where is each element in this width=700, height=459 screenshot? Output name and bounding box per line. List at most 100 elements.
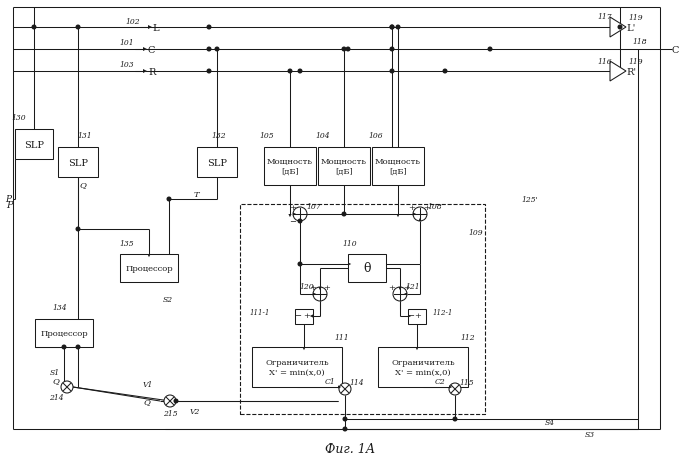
Polygon shape xyxy=(396,214,400,218)
Text: L: L xyxy=(153,23,160,33)
Circle shape xyxy=(390,48,394,52)
Text: SLP: SLP xyxy=(24,140,44,149)
Polygon shape xyxy=(313,293,316,296)
Bar xyxy=(378,347,468,387)
Text: 116: 116 xyxy=(598,58,612,66)
Bar xyxy=(252,347,342,387)
Text: 103: 103 xyxy=(120,61,134,69)
Text: Фиг. 1А: Фиг. 1А xyxy=(325,442,375,455)
Text: 120: 120 xyxy=(300,282,314,291)
Circle shape xyxy=(32,26,36,30)
Text: 104: 104 xyxy=(316,132,330,140)
Circle shape xyxy=(453,417,457,421)
Circle shape xyxy=(207,70,211,73)
Circle shape xyxy=(76,228,80,231)
Polygon shape xyxy=(143,48,147,52)
Circle shape xyxy=(61,381,73,393)
Polygon shape xyxy=(310,315,313,318)
Text: Мощность
[дБ]: Мощность [дБ] xyxy=(321,158,367,175)
Text: 102: 102 xyxy=(126,18,140,26)
Circle shape xyxy=(413,207,427,222)
Text: 111-1: 111-1 xyxy=(250,308,270,316)
Text: 109: 109 xyxy=(469,229,483,236)
Bar xyxy=(58,148,98,178)
Circle shape xyxy=(390,70,394,73)
Circle shape xyxy=(346,48,350,52)
Text: θ: θ xyxy=(363,262,371,275)
Text: S2: S2 xyxy=(163,295,173,303)
Bar xyxy=(408,309,426,325)
Text: 105: 105 xyxy=(260,132,274,140)
Text: 106: 106 xyxy=(369,132,384,140)
Text: V1: V1 xyxy=(143,380,153,388)
Circle shape xyxy=(393,287,407,302)
Text: Ограничитель
X' = min(x,0): Ограничитель X' = min(x,0) xyxy=(391,358,455,376)
Text: R: R xyxy=(148,67,155,76)
Text: 130: 130 xyxy=(12,114,27,122)
Text: C: C xyxy=(147,45,155,54)
Polygon shape xyxy=(338,386,341,389)
Text: Q: Q xyxy=(52,376,60,384)
Text: C1: C1 xyxy=(325,377,335,385)
Circle shape xyxy=(293,207,307,222)
Circle shape xyxy=(390,26,394,30)
Text: 114: 114 xyxy=(350,378,364,386)
Text: C2: C2 xyxy=(435,377,445,385)
Bar xyxy=(348,254,386,282)
Text: Мощность
[дБ]: Мощность [дБ] xyxy=(267,158,313,175)
Text: 119: 119 xyxy=(629,14,643,22)
Circle shape xyxy=(390,26,394,30)
Polygon shape xyxy=(408,315,411,318)
Circle shape xyxy=(343,417,346,421)
Text: 119: 119 xyxy=(629,58,643,66)
Text: 110: 110 xyxy=(343,240,357,247)
Text: T: T xyxy=(193,190,199,199)
Bar xyxy=(240,205,485,414)
Text: +: + xyxy=(424,203,430,212)
Polygon shape xyxy=(404,293,407,296)
Text: Процессор: Процессор xyxy=(40,329,88,337)
Circle shape xyxy=(396,26,400,30)
Text: 134: 134 xyxy=(52,303,67,311)
Polygon shape xyxy=(143,70,147,74)
Circle shape xyxy=(313,287,327,302)
Circle shape xyxy=(298,263,302,266)
Polygon shape xyxy=(293,213,296,216)
Text: +: + xyxy=(404,283,410,291)
Text: −: − xyxy=(407,311,414,319)
Text: S1: S1 xyxy=(50,368,60,376)
Text: 108: 108 xyxy=(428,202,442,211)
Circle shape xyxy=(449,383,461,395)
Text: 118: 118 xyxy=(633,38,648,46)
Text: +: + xyxy=(304,311,310,319)
Text: V2: V2 xyxy=(190,407,200,415)
Text: S3: S3 xyxy=(585,430,595,438)
Circle shape xyxy=(342,213,346,216)
Circle shape xyxy=(167,198,171,202)
Polygon shape xyxy=(449,386,452,389)
Circle shape xyxy=(207,48,211,52)
Polygon shape xyxy=(398,287,402,291)
Text: 111: 111 xyxy=(335,333,349,341)
Polygon shape xyxy=(610,18,626,38)
Text: −: − xyxy=(290,218,297,225)
Text: R': R' xyxy=(626,67,636,76)
Text: P: P xyxy=(5,195,11,204)
Text: 125': 125' xyxy=(522,196,538,203)
Text: P: P xyxy=(6,200,13,209)
Polygon shape xyxy=(302,347,306,350)
Circle shape xyxy=(339,383,351,395)
Circle shape xyxy=(76,26,80,30)
Text: SLP: SLP xyxy=(68,158,88,167)
Polygon shape xyxy=(148,26,152,30)
Text: 135: 135 xyxy=(120,240,134,247)
Circle shape xyxy=(288,70,292,73)
Circle shape xyxy=(174,399,178,403)
Bar xyxy=(264,148,316,185)
Text: +: + xyxy=(389,283,396,291)
Circle shape xyxy=(618,26,622,30)
Bar xyxy=(372,148,424,185)
Text: Ограничитель
X' = min(x,0): Ограничитель X' = min(x,0) xyxy=(265,358,329,376)
Text: 131: 131 xyxy=(78,132,92,140)
Circle shape xyxy=(443,70,447,73)
